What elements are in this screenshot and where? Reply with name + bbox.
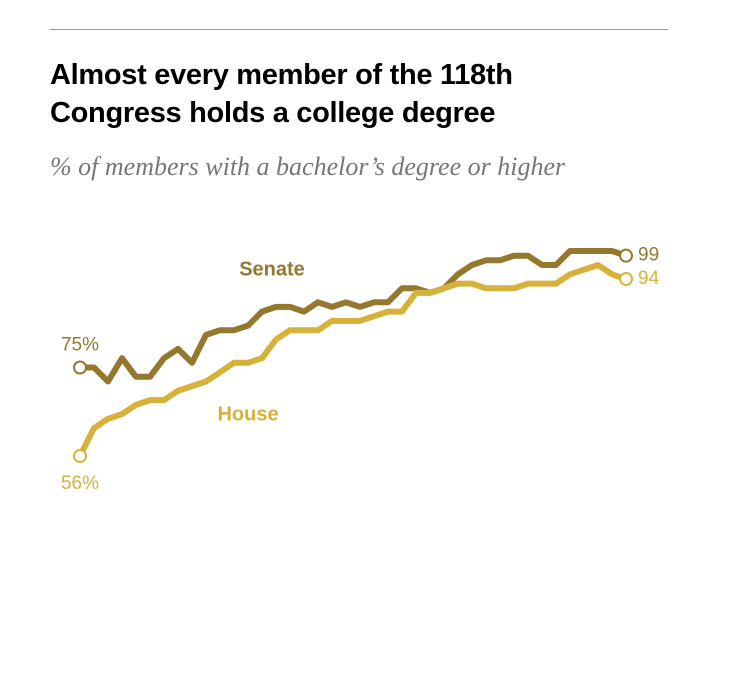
series-label: House xyxy=(217,403,278,425)
value-label: 56% xyxy=(61,473,99,494)
value-label: 99 xyxy=(638,245,659,266)
end-marker xyxy=(619,271,633,286)
end-marker xyxy=(73,360,87,375)
end-marker xyxy=(73,449,87,464)
value-label: 75% xyxy=(61,335,99,356)
series-label: Senate xyxy=(239,258,305,280)
chart-title: Almost every member of the 118th Congres… xyxy=(50,59,513,129)
series-line xyxy=(80,248,627,385)
series-line xyxy=(77,262,627,458)
chart-subtitle: % of members with a bachelor’s degree or… xyxy=(50,152,566,181)
value-label: 94 xyxy=(638,268,660,289)
top-rule xyxy=(50,29,668,30)
end-marker xyxy=(619,248,633,263)
